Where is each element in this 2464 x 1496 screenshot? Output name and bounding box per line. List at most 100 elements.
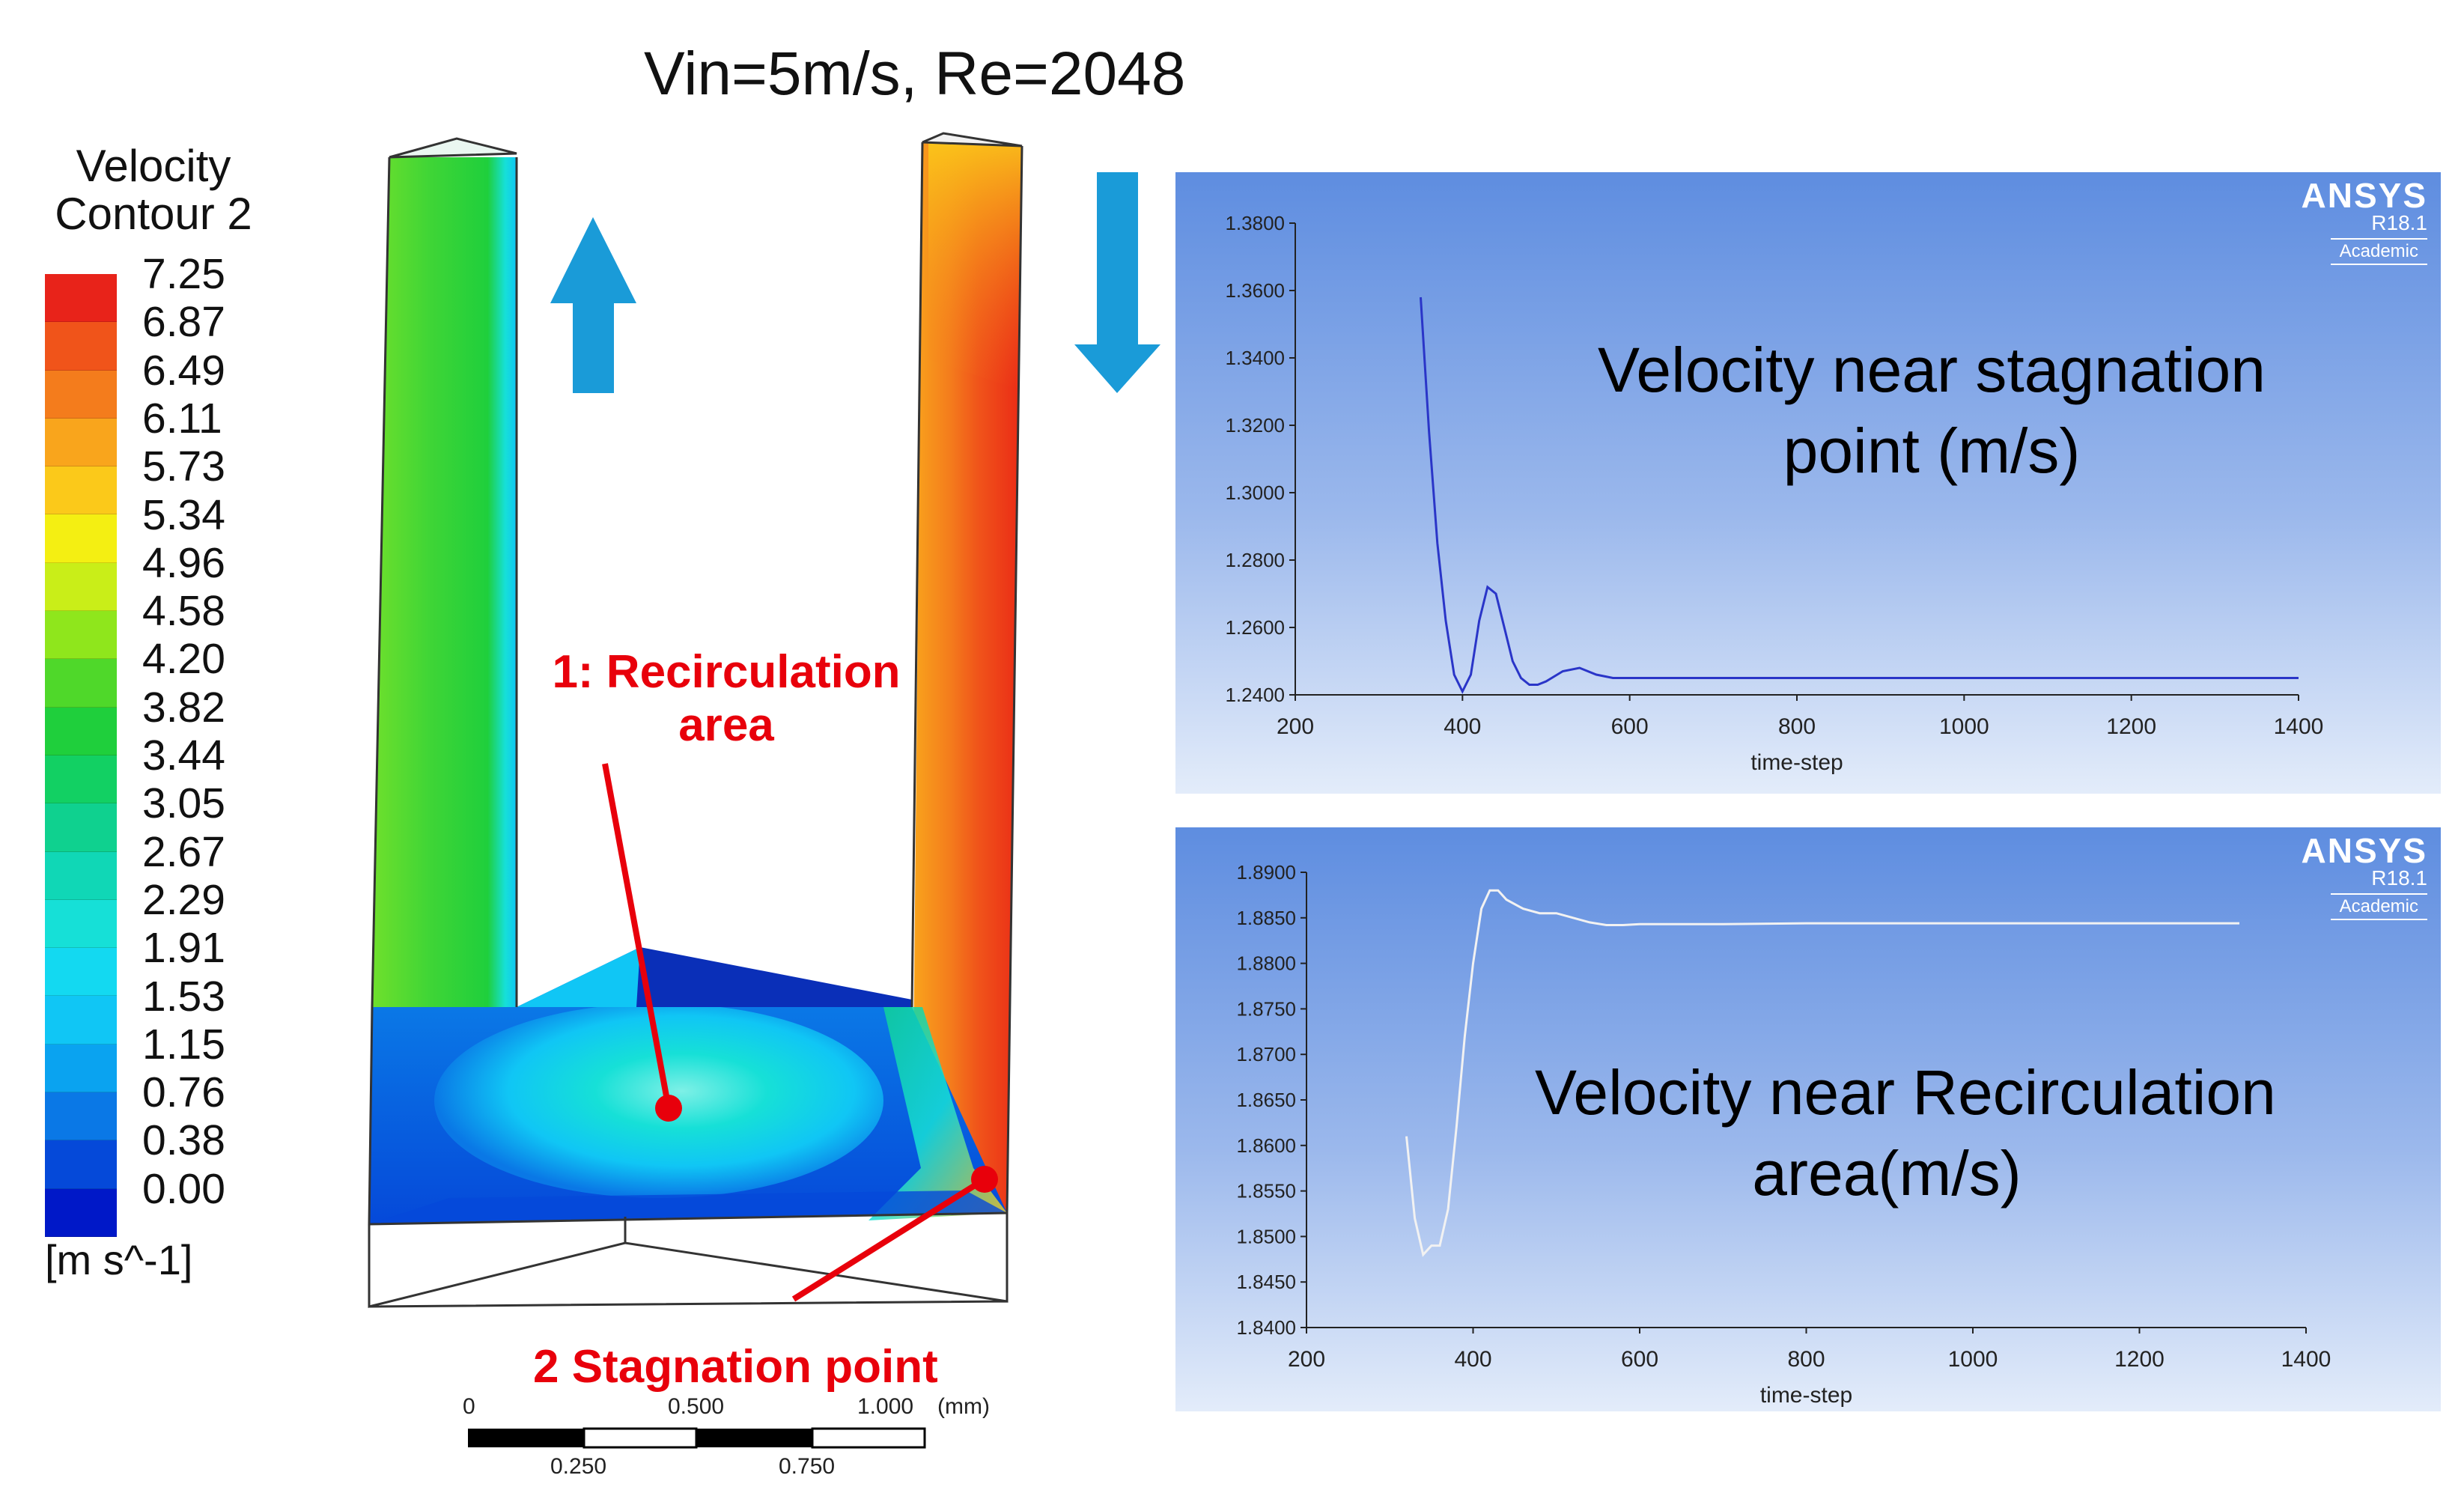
legend-level-label: 6.49 [142,346,225,395]
upward-flow-arrow [550,217,636,393]
legend-swatch [45,948,117,997]
left-channel-contour [372,157,517,1007]
legend-level-label: 7.25 [142,250,225,298]
scale-label-unit: (mm) [937,1394,990,1419]
lower-wedge-outline [368,1213,1009,1308]
x-tick-label: 400 [1454,1347,1491,1372]
ansys-edition: Academic [2330,238,2427,265]
recirculation-label-line2: area [678,699,774,751]
legend-swatch [45,996,117,1045]
y-tick-label: 1.3400 [1225,347,1285,369]
chart-title-line2: area(m/s) [1752,1138,2022,1208]
legend-unit: [m s^-1] [45,1236,193,1283]
x-tick-label: 1400 [2274,714,2324,739]
x-axis-label: time-step [1750,750,1843,775]
chart-title-line2: point (m/s) [1783,416,2081,486]
junction-light-region [517,947,640,1007]
series-line [1420,297,2299,694]
legend-swatch [45,659,117,708]
y-tick-label: 1.8650 [1236,1089,1296,1111]
y-tick-label: 1.8550 [1236,1180,1296,1202]
x-tick-label: 800 [1787,1347,1825,1372]
ansys-brand: ANSYS [2301,176,2427,215]
legend-swatch [45,418,117,467]
chart-title-stagnation: Velocity near stagnation point (m/s) [1595,329,2269,491]
ansys-brand: ANSYS [2301,831,2427,870]
legend-level-label: 0.38 [142,1116,225,1165]
stagnation-pointer [791,1176,987,1302]
legend-level-label: 0.76 [142,1068,225,1117]
ansys-version: R18.1 [2371,211,2427,234]
legend-swatch [45,611,117,660]
chart-title-line1: Velocity near stagnation [1598,335,2266,405]
right-channel-top-region [928,142,1022,389]
scale-label-0750: 0.750 [779,1454,836,1479]
legend-swatch [45,899,117,949]
x-tick-label: 600 [1621,1347,1658,1372]
legend-swatch [45,1044,117,1093]
legend-swatch [45,562,117,612]
legend-level-label: 3.05 [142,779,225,828]
x-tick-label: 200 [1288,1347,1325,1372]
scale-bar-segment-4 [811,1427,926,1449]
legend-swatch [45,274,117,323]
legend-swatch [45,1188,117,1237]
scale-bar-segment-1 [468,1429,584,1447]
legend-swatch [45,755,117,804]
y-tick-label: 1.8750 [1236,997,1296,1020]
stagnation-point-marker [971,1166,998,1193]
chart-panel-recirculation: 1.8400 1.8450 1.8500 1.8550 1.8600 1.8650 1.87… [1175,827,2441,1411]
y-tick-label: 1.3800 [1225,212,1285,234]
legend-swatch [45,851,117,900]
ansys-version: R18.1 [2371,866,2427,890]
right-channel-contour [912,142,1022,1213]
stagnation-label: 2 Stagnation point [533,1341,938,1393]
x-axis-label: time-step [1760,1383,1852,1408]
recirculation-pointer [602,763,672,1109]
legend-level-label: 4.96 [142,538,225,587]
legend-level-label: 1.15 [142,1020,225,1068]
y-tick-label: 1.3200 [1225,414,1285,437]
chart-panel-stagnation: 1.2400 1.2600 1.2800 1.3000 1.3200 1.3400 1.36… [1175,172,2441,794]
legend-swatch [45,1092,117,1141]
legend-title-line2: Contour 2 [55,189,252,239]
x-tick-label: 1400 [2281,1347,2331,1372]
scale-label-0500: 0.500 [668,1394,725,1419]
legend-level-label: 5.34 [142,490,225,539]
chart-recirculation-svg: 1.8400 1.8450 1.8500 1.8550 1.8600 1.8650 1.87… [1236,861,2331,1408]
legend-level-label: 2.29 [142,875,225,924]
series-line [1405,889,2239,1257]
legend-swatch [45,707,117,755]
x-tick-label: 600 [1611,714,1649,739]
chart-stagnation-svg: 1.2400 1.2600 1.2800 1.3000 1.3200 1.3400 1.36… [1225,212,2324,775]
ansys-branding: ANSYS R18.1 Academic [2302,178,2427,265]
legend-level-label: 4.20 [142,635,225,684]
corner-flow-band [869,1007,1007,1220]
left-channel-top [389,137,517,159]
downward-flow-arrow [1074,172,1160,393]
legend-swatch [45,370,117,419]
x-tick-label: 800 [1778,714,1816,739]
legend-swatch [45,803,117,852]
y-tick-label: 1.8400 [1236,1316,1296,1339]
figure-title: Vin=5m/s, Re=2048 [644,40,1186,108]
x-tick-label: 1000 [1948,1347,1998,1372]
y-tick-label: 1.8800 [1236,952,1296,975]
legend-level-label: 0.00 [142,1164,225,1213]
y-tick-label: 1.2800 [1225,549,1285,571]
scale-label-1000: 1.000 [857,1394,914,1419]
y-tick-label: 1.3000 [1225,481,1285,504]
y-tick-label: 1.8450 [1236,1271,1296,1293]
y-tick-label: 1.8500 [1236,1225,1296,1247]
chart-title-recirculation: Velocity near Recirculation area(m/s) [1535,1052,2276,1214]
legend-level-label: 3.82 [142,683,225,732]
y-tick-label: 1.8850 [1236,907,1296,929]
legend-level-label: 4.58 [142,587,225,636]
y-tick-label: 1.2600 [1225,616,1285,639]
recirculation-label: 1: Recirculation area [539,645,913,752]
y-tick-label: 1.8900 [1236,861,1296,884]
legend-title-line1: Velocity [76,141,231,191]
legend-level-label: 5.73 [142,443,225,491]
x-tick-label: 1200 [2114,1347,2165,1372]
